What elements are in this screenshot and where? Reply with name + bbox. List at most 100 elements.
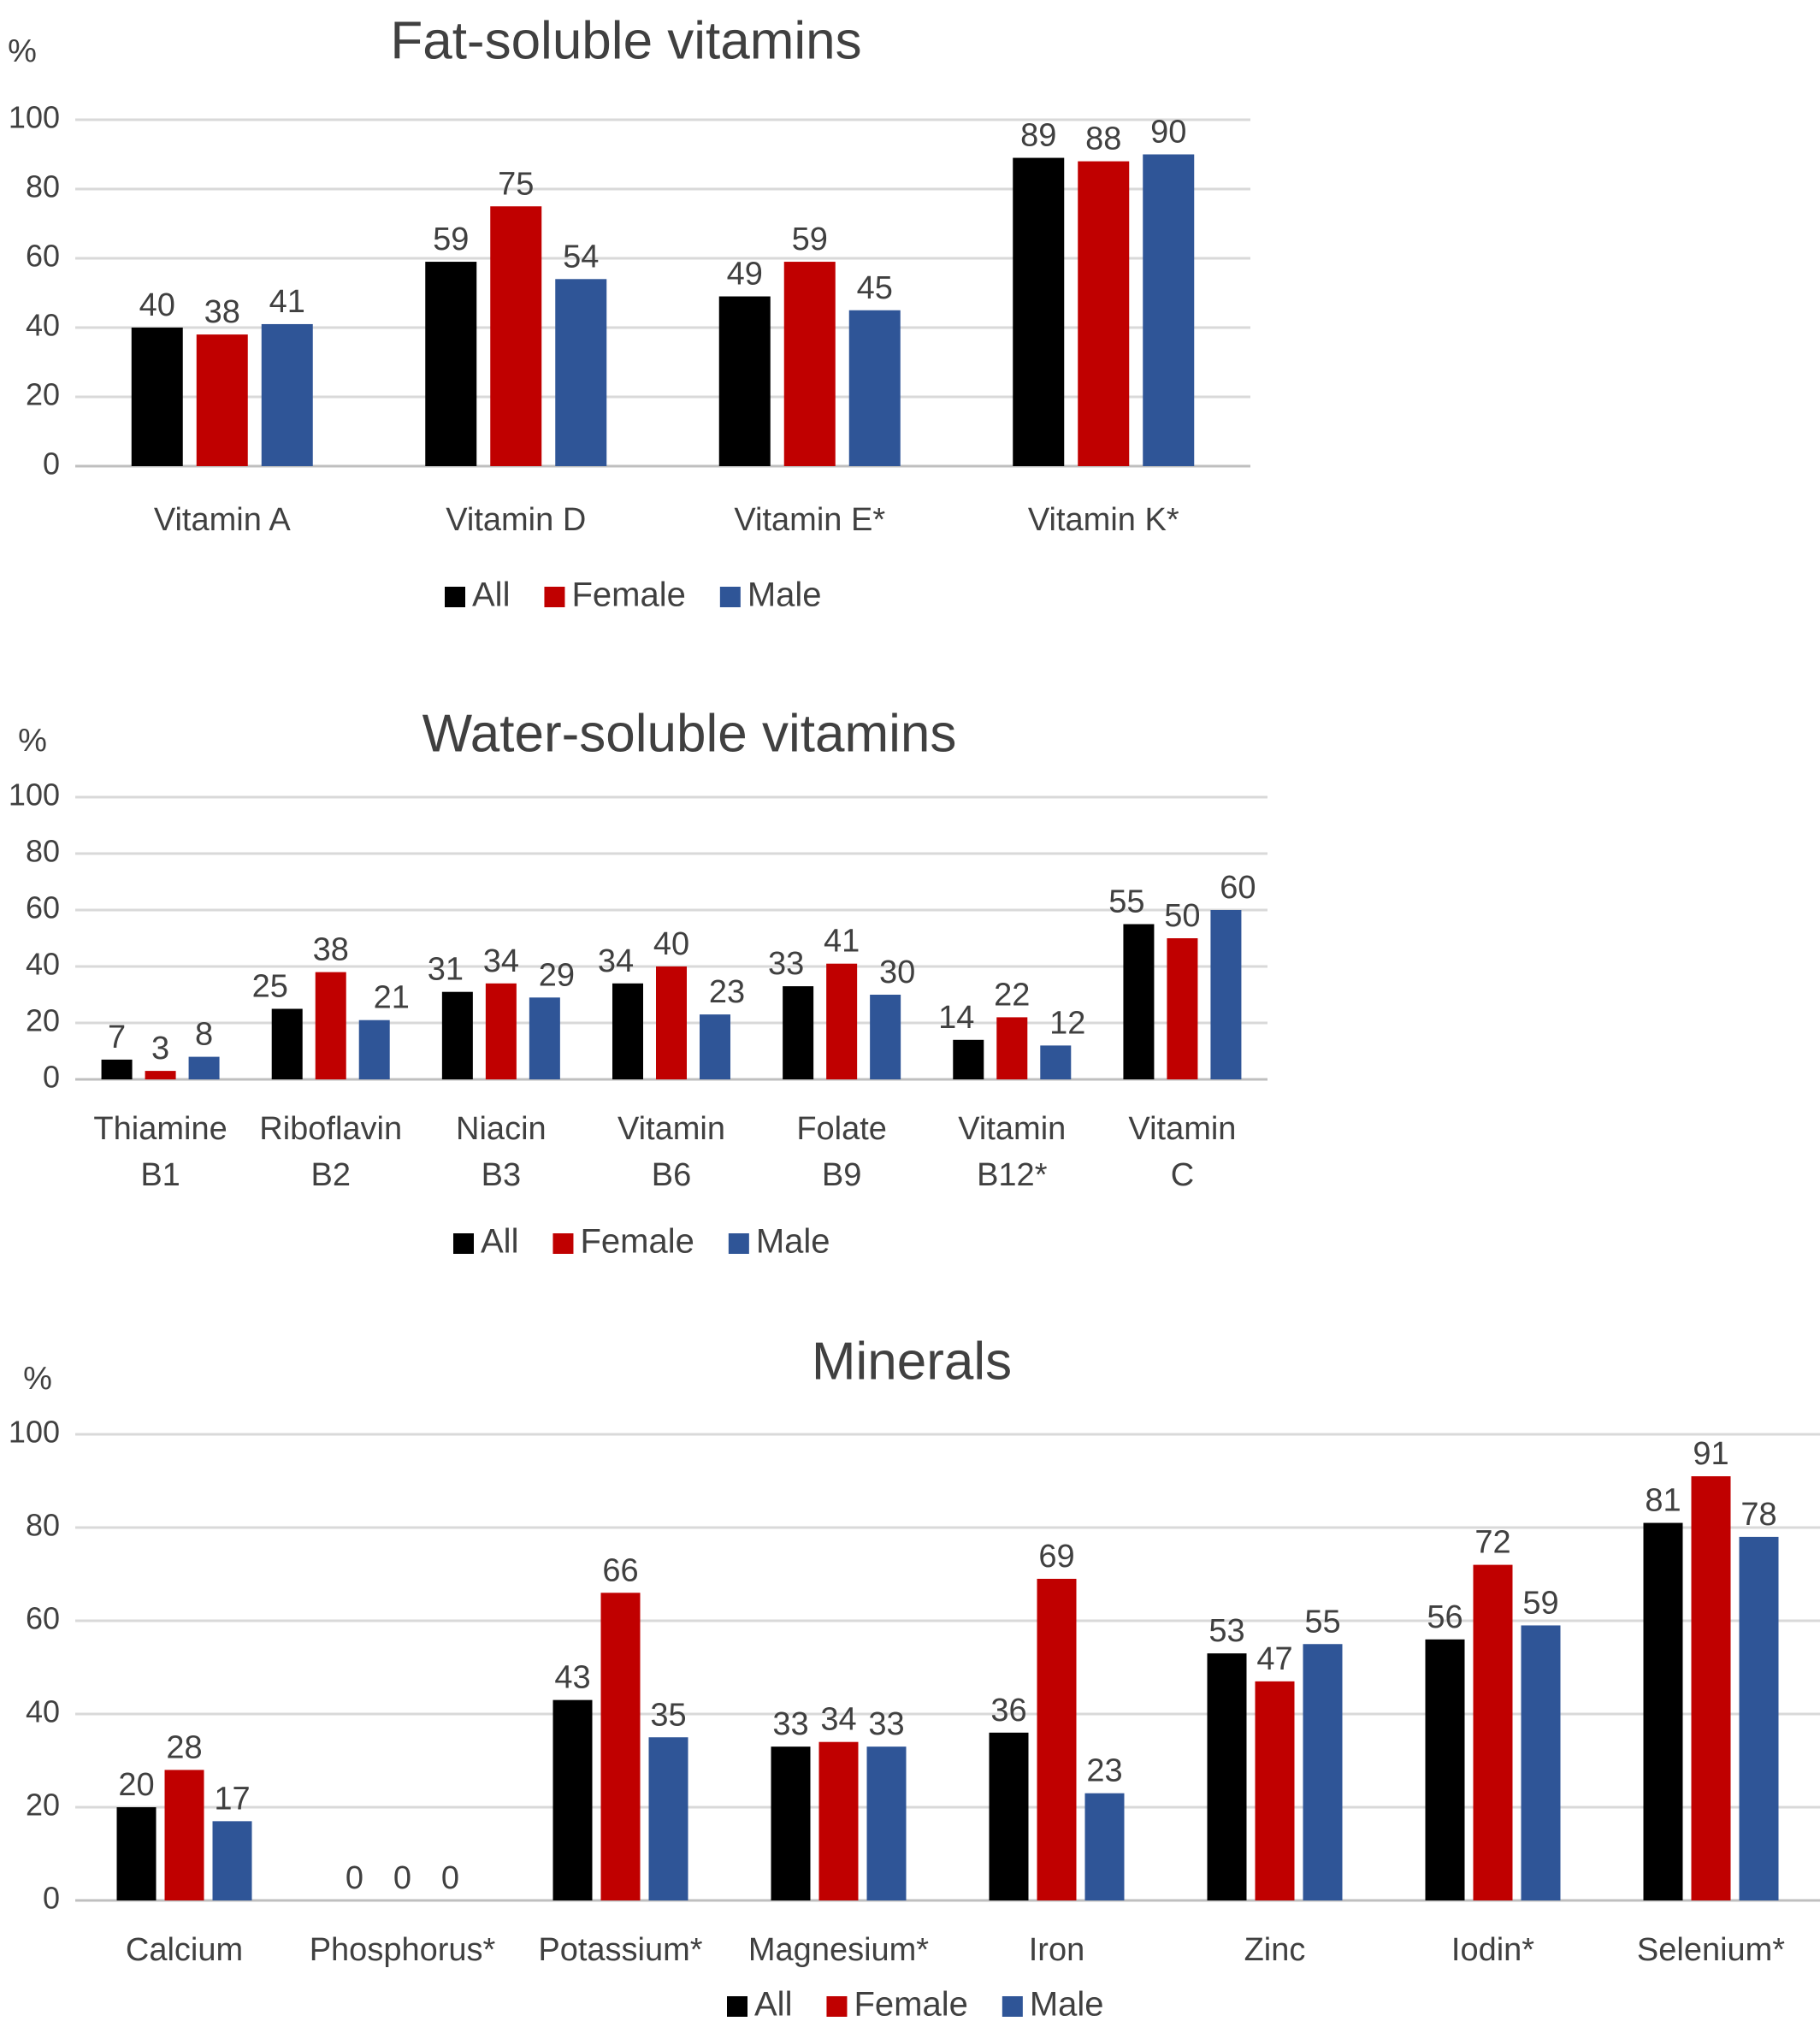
bar-vitamin-b6-all xyxy=(612,983,643,1079)
category-label-vitamin-d: Vitamin D xyxy=(446,502,586,538)
bar-vitamin-e-male xyxy=(848,310,901,466)
bar-vitamin-d-all xyxy=(425,262,477,466)
category-label-riboflavin-b2: Riboflavin B2 xyxy=(259,1111,402,1193)
data-label-selenium-all: 81 xyxy=(1645,1483,1681,1519)
category-label-magnesium: Magnesium* xyxy=(748,1932,929,1968)
bar-niacin-b3-male xyxy=(529,997,560,1079)
chart2-title: Water-soluble vitamins xyxy=(422,704,957,763)
data-label-vitamin-e-female: 59 xyxy=(792,222,828,257)
data-label-vitamin-e-all: 49 xyxy=(727,257,763,293)
data-label-riboflavin-b2-all: 25 xyxy=(252,969,288,1005)
bar-vitamin-k-female xyxy=(1078,161,1130,466)
chart3-title: Minerals xyxy=(812,1332,1012,1391)
bar-riboflavin-b2-female xyxy=(315,972,346,1079)
chart3-y-tick-label: 40 xyxy=(26,1694,60,1729)
bar-vitamin-e-all xyxy=(718,296,771,466)
bar-vitamin-b12-male xyxy=(1040,1045,1072,1079)
legend-swatch-male xyxy=(1002,1996,1023,2017)
legend-label-all: All xyxy=(754,1986,792,2024)
legend-label-male: Male xyxy=(748,576,822,614)
data-label-potassium-male: 35 xyxy=(650,1697,686,1733)
bar-vitamin-b12-female xyxy=(996,1017,1028,1079)
data-label-folate-b9-all: 33 xyxy=(768,946,804,982)
bar-iodin-male xyxy=(1521,1625,1561,1900)
bar-vitamin-d-female xyxy=(490,206,542,466)
category-label-folate-b9: Folate B9 xyxy=(796,1111,887,1193)
data-label-magnesium-male: 33 xyxy=(868,1706,904,1742)
legend-label-all: All xyxy=(472,576,510,614)
data-label-zinc-all: 53 xyxy=(1208,1613,1244,1649)
bar-thiamine-b1-female xyxy=(145,1071,176,1079)
data-label-folate-b9-female: 41 xyxy=(824,924,860,960)
bar-vitamin-c-female xyxy=(1167,938,1198,1079)
bar-iron-male xyxy=(1084,1793,1125,1900)
data-label-potassium-female: 66 xyxy=(602,1552,638,1588)
bar-thiamine-b1-male xyxy=(188,1056,220,1079)
bar-vitamin-k-all xyxy=(1013,157,1065,467)
category-label-iodin: Iodin* xyxy=(1451,1932,1534,1968)
legend-label-male: Male xyxy=(756,1223,830,1261)
bar-selenium-all xyxy=(1643,1522,1683,1900)
chart2-y-tick-label: 60 xyxy=(26,890,60,925)
data-label-vitamin-k-female: 88 xyxy=(1085,121,1121,157)
bar-vitamin-b6-male xyxy=(700,1014,730,1079)
data-label-folate-b9-male: 30 xyxy=(879,954,915,990)
data-label-iodin-female: 72 xyxy=(1474,1525,1510,1561)
chart1-y-tick-label: 20 xyxy=(26,377,60,412)
data-label-vitamin-c-male: 60 xyxy=(1220,870,1256,906)
bar-magnesium-all xyxy=(771,1746,811,1900)
data-label-calcium-female: 28 xyxy=(166,1729,202,1765)
data-label-phosphorus-all: 0 xyxy=(346,1860,363,1896)
bar-vitamin-c-male xyxy=(1210,910,1242,1079)
chart3-y-tick-label: 100 xyxy=(9,1415,60,1450)
chart1-title: Fat-soluble vitamins xyxy=(390,11,861,70)
data-label-vitamin-b12-female: 22 xyxy=(994,977,1030,1013)
legend-swatch-all xyxy=(727,1996,748,2017)
category-label-calcium: Calcium xyxy=(126,1932,243,1968)
category-label-vitamin-c: Vitamin C xyxy=(1128,1111,1236,1193)
chart2-y-tick-label: 20 xyxy=(26,1003,60,1038)
data-label-vitamin-a-female: 38 xyxy=(204,294,240,330)
data-label-vitamin-k-male: 90 xyxy=(1150,115,1186,151)
chart3-y-tick-label: 60 xyxy=(26,1601,60,1636)
data-label-calcium-all: 20 xyxy=(118,1767,154,1803)
bar-riboflavin-b2-male xyxy=(358,1020,390,1079)
data-label-vitamin-a-all: 40 xyxy=(139,287,175,323)
bar-vitamin-e-female xyxy=(783,262,836,466)
legend-swatch-male xyxy=(728,1233,749,1254)
chart1-y-tick-label: 60 xyxy=(26,239,60,274)
data-label-thiamine-b1-female: 3 xyxy=(151,1031,169,1067)
bar-selenium-female xyxy=(1691,1476,1731,1900)
legend-swatch-all xyxy=(445,587,465,607)
chart2-y-tick-label: 80 xyxy=(26,834,60,869)
bar-vitamin-k-male xyxy=(1143,154,1195,466)
data-label-vitamin-k-all: 89 xyxy=(1020,118,1056,154)
data-label-vitamin-d-all: 59 xyxy=(433,222,469,257)
data-label-vitamin-e-male: 45 xyxy=(857,270,893,306)
data-label-iodin-male: 59 xyxy=(1522,1585,1558,1621)
category-label-vitamin-e: Vitamin E* xyxy=(734,502,885,538)
data-label-vitamin-b6-all: 34 xyxy=(598,943,634,979)
data-label-niacin-b3-female: 34 xyxy=(483,943,519,979)
chart3-y-tick-label: 0 xyxy=(43,1881,60,1916)
bar-iodin-all xyxy=(1425,1639,1465,1900)
data-label-riboflavin-b2-male: 21 xyxy=(374,980,410,1016)
chart1-y-tick-label: 100 xyxy=(9,100,60,135)
data-label-vitamin-c-female: 50 xyxy=(1164,898,1200,934)
bar-niacin-b3-all xyxy=(441,991,473,1079)
data-label-vitamin-c-all: 55 xyxy=(1108,884,1144,920)
legend-label-female: Female xyxy=(854,1986,967,2024)
data-label-magnesium-female: 34 xyxy=(820,1702,856,1738)
bar-potassium-all xyxy=(552,1699,593,1900)
bar-folate-b9-male xyxy=(870,995,901,1079)
data-label-selenium-female: 91 xyxy=(1693,1436,1728,1472)
legend-swatch-male xyxy=(719,587,741,607)
bar-magnesium-female xyxy=(818,1741,859,1900)
bar-calcium-all xyxy=(116,1807,157,1900)
bar-vitamin-c-all xyxy=(1123,924,1155,1079)
category-label-iron: Iron xyxy=(1029,1932,1084,1968)
chart1-y-unit-label: % xyxy=(8,33,37,69)
bar-zinc-male xyxy=(1303,1644,1343,1900)
chart1-y-tick-label: 0 xyxy=(43,446,60,482)
